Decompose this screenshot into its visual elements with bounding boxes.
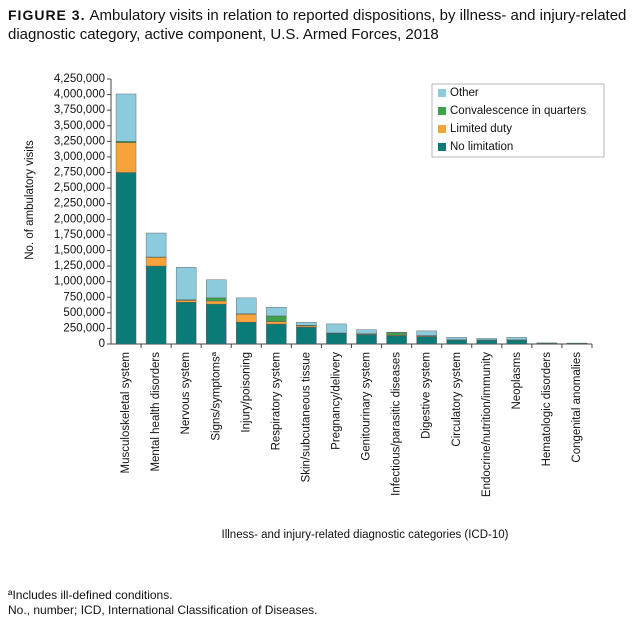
legend-label: Other: [450, 87, 479, 99]
bar-segment: [506, 337, 528, 341]
chart-title: Ambulatory visits in relation to reporte…: [8, 7, 627, 43]
legend-label: Convalescence in quarters: [450, 105, 586, 117]
y-tick-label: 4,000,000: [54, 89, 105, 101]
bar-segment: [236, 321, 257, 345]
bar-segment: [356, 329, 377, 334]
bar-segment: [386, 332, 407, 336]
y-tick-label: 3,750,000: [54, 104, 105, 116]
y-tick-label: 2,500,000: [54, 182, 105, 194]
bar-segment: [145, 232, 167, 258]
y-tick-label: 1,750,000: [54, 229, 105, 241]
bar-segment: [115, 172, 137, 345]
x-tick-label: Musculoskeletal system: [120, 352, 132, 473]
bar-segment: [266, 321, 287, 325]
legend-swatch: [438, 125, 446, 133]
bar-segment: [145, 257, 167, 267]
legend-label: No limitation: [450, 141, 513, 153]
legend-swatch: [438, 143, 446, 151]
y-tick-label: 3,500,000: [54, 120, 105, 132]
y-tick-label: 4,250,000: [54, 73, 105, 85]
bar-segment: [206, 297, 227, 302]
x-tick-label: Injury/poisoning: [240, 352, 252, 433]
x-tick-label: Neoplasms: [511, 352, 523, 410]
y-tick-label: 2,250,000: [54, 198, 105, 210]
x-tick-label: Infectious/parasitic diseases: [391, 352, 403, 496]
legend-swatch: [438, 89, 446, 97]
y-axis-label: No. of ambulatory visits: [24, 140, 36, 260]
x-tick-label: Endocrine/nutrition/immunity: [481, 352, 493, 497]
bar-segment: [476, 338, 497, 341]
y-tick-label: 2,000,000: [54, 213, 105, 225]
bar-segment: [326, 333, 347, 345]
bar-segment: [115, 93, 137, 142]
y-tick-label: 3,250,000: [54, 135, 105, 147]
bar-segment: [115, 142, 137, 173]
y-tick-label: 1,000,000: [54, 276, 105, 288]
bar-segment: [506, 340, 528, 345]
bar-segment: [206, 279, 227, 299]
figure-label: FIGURE 3.: [8, 7, 86, 23]
bar-segment: [386, 335, 407, 345]
x-tick-label: Digestive system: [421, 352, 433, 439]
bar-segment: [446, 337, 467, 341]
y-tick-label: 250,000: [63, 322, 105, 334]
bar-segment: [386, 331, 407, 333]
x-axis-label: Illness- and injury-related diagnostic c…: [222, 529, 509, 541]
bar-segment: [296, 326, 317, 345]
bar-segment: [145, 265, 167, 345]
x-tick-label: Congenital anomalies: [571, 352, 583, 463]
y-tick-label: 750,000: [63, 291, 105, 303]
bar-segment: [266, 315, 287, 322]
x-tick-label: Genitourinary system: [361, 352, 373, 461]
footnote: No., number; ICD, International Classifi…: [8, 603, 318, 617]
bar-segment: [175, 302, 197, 345]
x-tick-label: Nervous system: [180, 352, 192, 434]
bar-segment: [236, 297, 257, 314]
y-tick-label: 3,000,000: [54, 151, 105, 163]
x-tick-label: Respiratory system: [270, 352, 282, 450]
bar-segment: [175, 300, 197, 303]
y-tick-label: 500,000: [63, 307, 105, 319]
bar-segment: [296, 321, 317, 326]
x-tick-label: Hematologic disorders: [541, 352, 553, 467]
legend-swatch: [438, 107, 446, 115]
bar-segment: [206, 300, 227, 305]
title-block: FIGURE 3. Ambulatory visits in relation t…: [8, 6, 628, 44]
bar-segment: [206, 303, 227, 345]
bar-segment: [266, 307, 287, 317]
bar-segment: [356, 334, 377, 345]
bar-segment: [266, 323, 287, 345]
legend-box: [431, 83, 605, 158]
y-tick-label: 0: [99, 338, 105, 350]
x-tick-label: Signs/symptomsª: [210, 351, 222, 440]
bar-segment: [476, 340, 497, 345]
x-tick-label: Circulatory system: [451, 352, 463, 447]
bar-segment: [416, 330, 437, 336]
bar-segment: [326, 323, 347, 334]
x-tick-label: Skin/subcutaneous tissue: [300, 352, 312, 482]
x-tick-label: Pregnancy/delivery: [331, 352, 343, 450]
legend-label: Limited duty: [450, 123, 512, 135]
y-tick-label: 2,750,000: [54, 167, 105, 179]
bar-segment: [236, 313, 257, 323]
y-tick-label: 1,500,000: [54, 245, 105, 257]
bar-segment: [446, 340, 467, 345]
bar-segment: [416, 336, 437, 345]
x-tick-label: Mental health disorders: [150, 352, 162, 472]
footnote: ªIncludes ill-defined conditions.: [8, 588, 173, 602]
y-tick-label: 1,250,000: [54, 260, 105, 272]
bar-segment: [175, 267, 197, 300]
